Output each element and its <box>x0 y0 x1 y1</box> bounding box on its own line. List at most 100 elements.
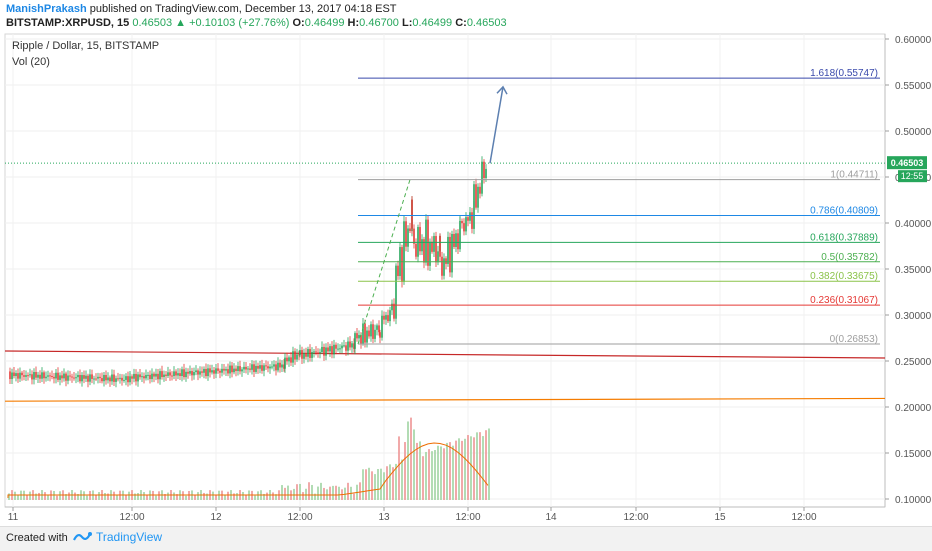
candle-body <box>103 374 105 382</box>
fib-level-label: 1.618(0.55747) <box>810 68 878 79</box>
candle-body <box>175 371 177 376</box>
volume-bar <box>488 428 490 500</box>
candle-body <box>227 369 229 374</box>
candle-body <box>127 376 129 383</box>
candle-body <box>263 365 265 371</box>
volume-bar <box>386 466 388 500</box>
open-label: O: <box>292 17 305 29</box>
fib-level-label: 0.5(0.35782) <box>821 252 878 263</box>
volume-bar <box>17 495 19 500</box>
candle-body <box>31 374 33 380</box>
candle-body <box>267 366 269 369</box>
candle-body <box>195 370 197 373</box>
volume-bar <box>353 493 355 500</box>
volume-bar <box>113 491 115 500</box>
candle-body <box>294 351 296 360</box>
volume-bar <box>146 494 148 500</box>
fibonacci-levels[interactable]: 1.618(0.55747) 1(0.44711) 0.786(0.40809) 0.… <box>357 68 880 345</box>
chart-area[interactable]: 1.618(0.55747) 1(0.44711) 0.786(0.40809) 0.… <box>0 33 932 523</box>
candle-body <box>217 368 219 371</box>
annotations <box>489 85 508 164</box>
tradingview-logo-icon <box>73 532 92 541</box>
candle-body <box>63 373 65 379</box>
price-change: +0.10103 (+27.76%) <box>189 17 290 29</box>
candle-body <box>139 374 141 378</box>
candle-body <box>437 251 439 263</box>
volume-bar <box>245 494 247 500</box>
candle-body <box>351 343 353 348</box>
candle-body <box>298 354 300 356</box>
candle-body <box>107 377 109 381</box>
candle-body <box>288 357 290 362</box>
candle-body <box>137 374 139 382</box>
candle-body <box>117 378 119 380</box>
volume-bar <box>104 493 106 500</box>
candle-body <box>481 161 483 194</box>
candle-body <box>193 372 195 376</box>
candle-body <box>366 330 368 343</box>
time-axis[interactable]: 11 12:00 12 12:00 13 12:00 14 12:00 15 12:00 <box>8 507 817 523</box>
candle-body <box>347 341 349 351</box>
candle-body <box>183 369 185 378</box>
volume-bar <box>314 493 316 500</box>
volume-bar <box>362 469 364 500</box>
candle-body <box>223 368 225 371</box>
candle-body <box>397 265 399 276</box>
volume-bar <box>176 494 178 500</box>
candle-body <box>259 365 261 369</box>
candle-body <box>368 330 370 337</box>
candle-body <box>245 366 247 370</box>
candle-body <box>99 376 101 379</box>
volume-bar <box>86 495 88 500</box>
volume-bar <box>428 449 430 500</box>
time-tick-label: 13 <box>378 512 390 523</box>
candle-body <box>301 350 303 359</box>
author-link[interactable]: ManishPrakash <box>6 3 87 15</box>
candle-body <box>445 258 447 264</box>
volume-bar <box>8 493 10 500</box>
candle-body <box>455 233 457 247</box>
candle-body <box>229 365 231 374</box>
candle-body <box>173 371 175 377</box>
candle-body <box>277 362 279 371</box>
candle-body <box>329 346 331 352</box>
candle-body <box>187 371 189 374</box>
candle-body <box>469 212 471 221</box>
candle-body <box>290 357 292 363</box>
candle-body <box>179 373 181 376</box>
candle-body <box>159 371 161 380</box>
price-chart[interactable]: 1.618(0.55747) 1(0.44711) 0.786(0.40809) 0.… <box>0 33 932 523</box>
volume-bar <box>281 485 283 500</box>
volume-bar <box>95 494 97 500</box>
volume-bar <box>224 495 226 500</box>
candle-body <box>325 347 327 356</box>
volume-bar <box>389 464 391 500</box>
candle-body <box>225 369 227 371</box>
candle-body <box>97 376 99 379</box>
candle-body <box>451 233 453 273</box>
candle-body <box>383 315 385 320</box>
candle-body <box>381 315 383 338</box>
volume-bar <box>26 495 28 500</box>
candle-body <box>149 374 151 380</box>
candle-body <box>153 373 155 377</box>
volume-bar <box>125 495 127 500</box>
candle-body <box>292 351 294 363</box>
fib-level-label: 0.786(0.40809) <box>810 206 878 217</box>
candle-body <box>11 372 13 380</box>
candle-body <box>473 200 475 229</box>
volume-bar <box>206 493 208 500</box>
candle-body <box>447 236 449 264</box>
candle-body <box>403 221 405 282</box>
candle-body <box>249 368 251 370</box>
price-axis[interactable]: 0.600000.550000.500000.450000.400000.350… <box>885 35 932 506</box>
candle-body <box>463 223 465 232</box>
volume-bar <box>479 432 481 500</box>
candle-body <box>465 217 467 232</box>
candle-body <box>354 333 356 349</box>
candle-body <box>43 372 45 379</box>
volume-bar <box>440 446 442 500</box>
tradingview-brand[interactable]: TradingView <box>72 530 162 544</box>
time-tick-label: 15 <box>714 512 726 523</box>
volume-bar <box>242 491 244 500</box>
